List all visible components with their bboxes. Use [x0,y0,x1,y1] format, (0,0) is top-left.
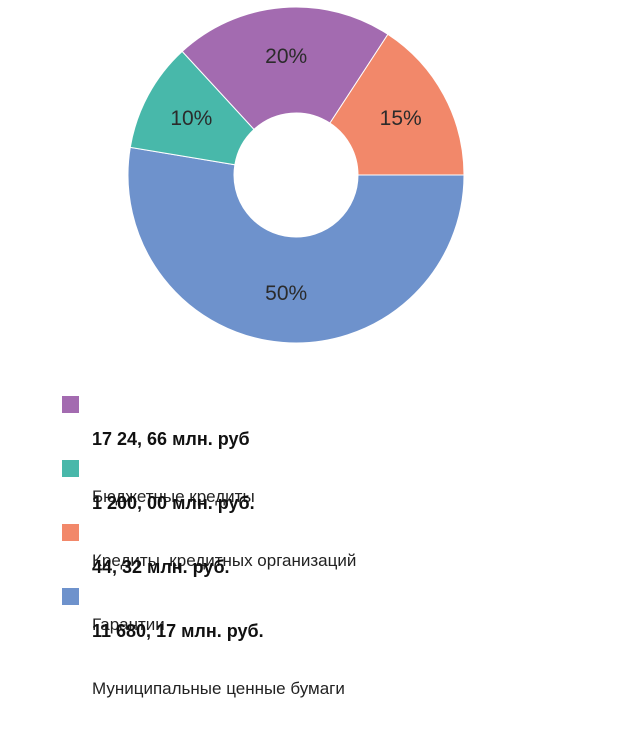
legend-value: 17 24, 66 млн. руб [92,429,250,449]
legend-swatch [62,396,79,413]
slice-label-budget-credits: 20% [265,45,307,68]
slice-guarantees [329,33,465,176]
legend-value: 11 680, 17 млн. руб. [92,621,264,641]
legend-value: 1 200, 00 млн. руб. [92,493,255,513]
donut-chart: 50% 10% 20% 15% [127,6,465,344]
legend-swatch [62,588,79,605]
legend-value: 44, 32 млн. руб. [92,557,230,577]
legend-label: Кредиты кредитных организаций [92,551,357,570]
slice-label-guarantees: 15% [380,107,422,130]
legend-label: Муниципальные ценные бумаги [92,679,345,698]
slice-label-bank-credits: 10% [170,107,212,130]
slice-municipal-securities [127,146,465,344]
legend-swatch [62,524,79,541]
slice-budget-credits [181,6,389,131]
donut-slices [127,6,465,344]
legend-swatch [62,460,79,477]
slice-label-municipal-securities: 50% [265,282,307,305]
legend-label: Гарантии [92,615,165,634]
donut-labels: 50% 10% 20% 15% [170,45,421,305]
legend-label: Бюджетные кредиты [92,487,255,506]
